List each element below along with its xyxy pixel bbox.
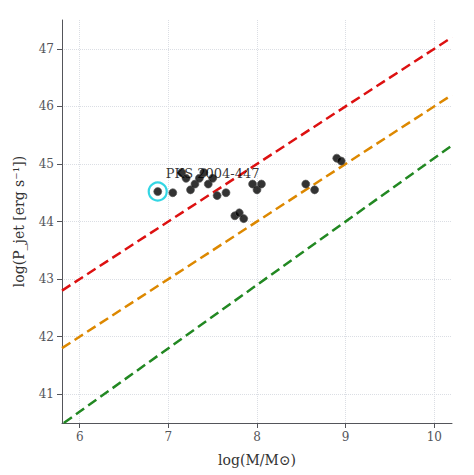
svg-text:log(M/M⊙): log(M/M⊙) [218, 452, 296, 468]
svg-text:6: 6 [76, 430, 84, 444]
svg-text:42: 42 [39, 330, 54, 344]
svg-text:41: 41 [39, 387, 54, 401]
svg-text:44: 44 [39, 215, 55, 229]
svg-text:7: 7 [165, 430, 173, 444]
svg-text:8: 8 [253, 430, 261, 444]
svg-text:10: 10 [427, 430, 442, 444]
svg-text:46: 46 [39, 99, 54, 113]
svg-text:9: 9 [342, 430, 350, 444]
svg-text:47: 47 [39, 42, 54, 56]
svg-text:45: 45 [39, 157, 54, 171]
svg-text:log(P_jet [erg s⁻¹]): log(P_jet [erg s⁻¹]) [11, 156, 28, 287]
svg-text:PKS 2004-447: PKS 2004-447 [166, 166, 260, 181]
svg-text:43: 43 [39, 272, 54, 286]
